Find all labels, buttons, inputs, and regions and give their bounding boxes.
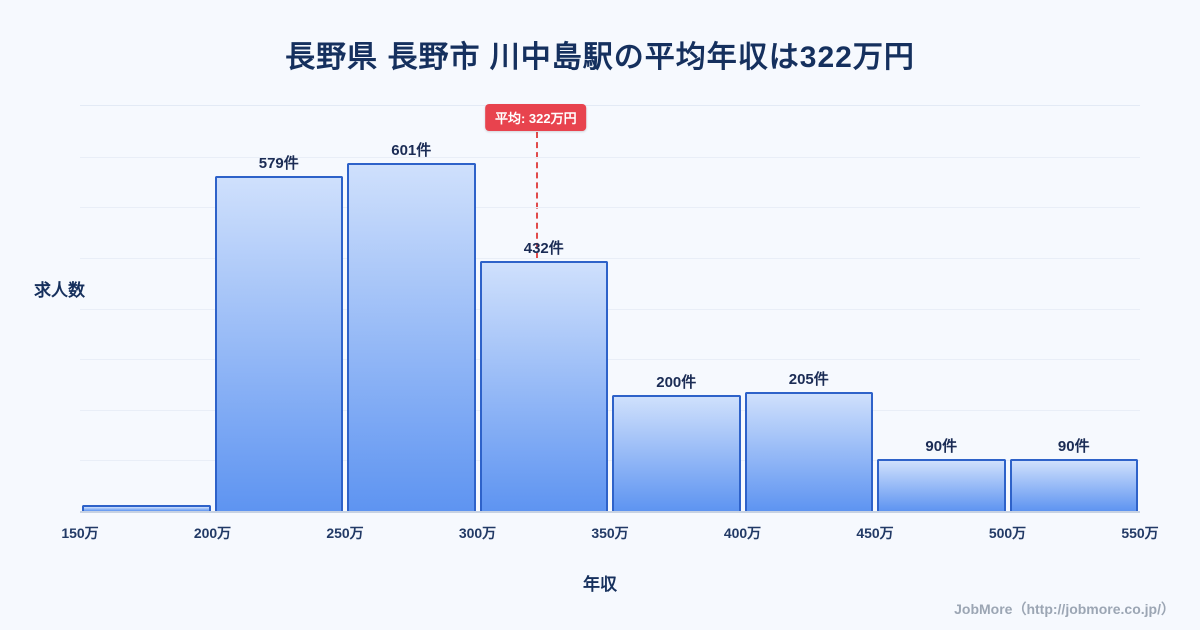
gridline bbox=[80, 257, 1140, 259]
bar-value-label: 432件 bbox=[523, 240, 564, 258]
bar-value-label: 90件 bbox=[925, 437, 958, 455]
average-badge: 平均: 322万円 bbox=[484, 104, 587, 131]
x-tick-label: 500万 bbox=[988, 525, 1027, 541]
x-tick-label: 200万 bbox=[193, 525, 232, 541]
gridline bbox=[80, 460, 1140, 462]
bar-value-label: 200件 bbox=[656, 374, 697, 392]
gridline bbox=[80, 156, 1140, 158]
histogram-bar bbox=[479, 261, 608, 511]
bar-value-label: 601件 bbox=[391, 142, 432, 160]
x-tick-label: 350万 bbox=[591, 525, 629, 541]
histogram-bar bbox=[1009, 458, 1138, 511]
x-tick-label: 150万 bbox=[61, 525, 99, 541]
histogram-bar bbox=[877, 458, 1006, 511]
x-axis-label: 年収 bbox=[583, 575, 617, 594]
chart-title: 長野県 長野市 川中島駅の平均年収は322万円 bbox=[285, 41, 915, 74]
gridline bbox=[80, 359, 1140, 361]
gridline bbox=[80, 207, 1140, 209]
histogram-bar bbox=[347, 163, 476, 511]
histogram-bar bbox=[214, 176, 343, 511]
histogram-bar bbox=[612, 395, 741, 511]
x-tick-label: 450万 bbox=[856, 525, 894, 541]
bar-value-label: 205件 bbox=[788, 371, 829, 389]
histogram-bar bbox=[82, 505, 211, 511]
x-tick-label: 400万 bbox=[723, 525, 762, 541]
footer-credit: JobMore（http://jobmore.co.jp/） bbox=[954, 601, 1175, 617]
plot-area: 平均: 322万円 579件 601件 432件 200件 205件 90件 90件 150万… bbox=[61, 104, 1159, 541]
gridline bbox=[80, 409, 1140, 411]
y-axis-label: 求人数 bbox=[34, 281, 85, 300]
bar-value-label: 90件 bbox=[1057, 437, 1090, 455]
x-tick-label: 300万 bbox=[458, 525, 497, 541]
bar-value-label: 579件 bbox=[258, 155, 299, 172]
gridline bbox=[80, 308, 1140, 310]
x-tick-label: 250万 bbox=[326, 525, 364, 541]
x-tick-label: 550万 bbox=[1121, 525, 1159, 541]
histogram-bar bbox=[744, 392, 873, 511]
